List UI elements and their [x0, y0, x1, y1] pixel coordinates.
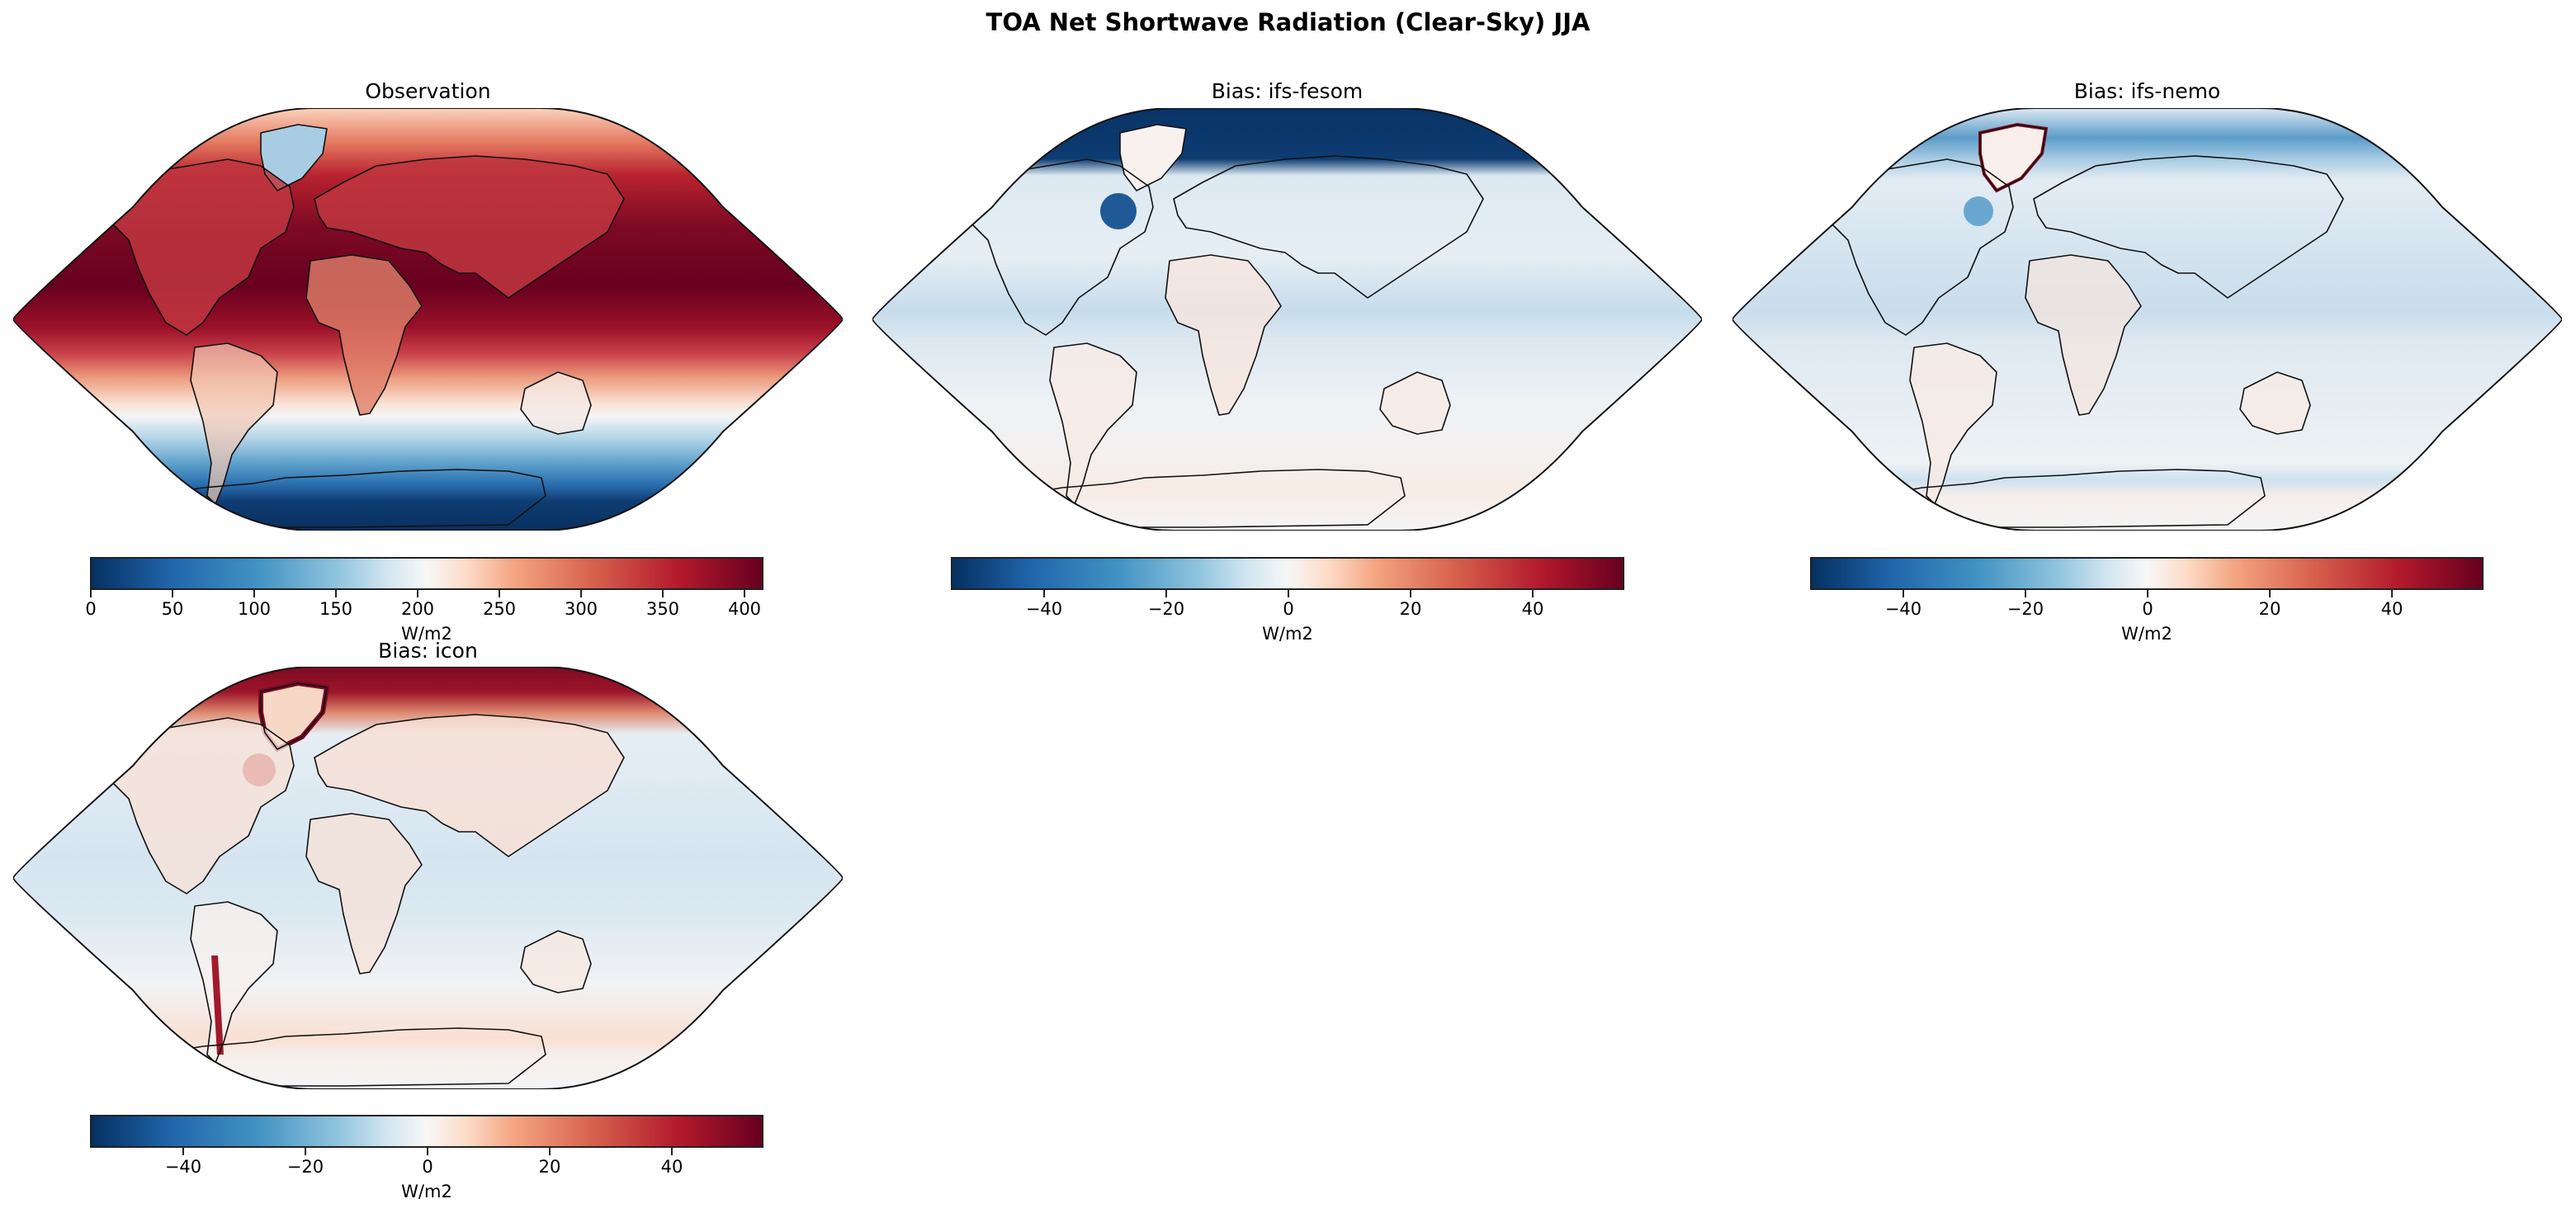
figure-suptitle: TOA Net Shortwave Radiation (Clear-Sky) …: [985, 8, 1591, 36]
panel-title-ifs-fesom: Bias: ifs-fesom: [1211, 79, 1364, 103]
tick-label: −20: [2006, 599, 2044, 619]
tick-label: 100: [237, 599, 272, 619]
panel-title-icon: Bias: icon: [378, 639, 478, 663]
colorbar-ifs-fesom: [951, 557, 1624, 590]
tick-label: −40: [1884, 599, 1922, 619]
tick-label: 50: [161, 599, 184, 619]
tick-label: −40: [1025, 599, 1063, 619]
tick-label: −20: [286, 1157, 324, 1177]
tick-label: 20: [2258, 599, 2281, 619]
map-bias-ifs-fesom: [872, 108, 1702, 531]
colorbar-label-ifs-nemo: W/m2: [2121, 624, 2172, 644]
tick-label: −20: [1147, 599, 1185, 619]
colorbar-observation: [90, 557, 763, 590]
tick-label: 400: [727, 599, 762, 619]
colorbar-label-ifs-fesom: W/m2: [1262, 624, 1313, 644]
panel-title-ifs-nemo: Bias: ifs-nemo: [2073, 79, 2221, 103]
tick-label: 250: [482, 599, 517, 619]
colorbar-ifs-nemo: [1810, 557, 2484, 590]
tick-label: 0: [85, 599, 97, 619]
tick-label: 0: [422, 1157, 433, 1177]
tick-label: 150: [319, 599, 353, 619]
map-bias-ifs-nemo: [1732, 108, 2562, 531]
tick-label: 300: [564, 599, 598, 619]
tick-label: 20: [538, 1157, 561, 1177]
colorbar-label-icon: W/m2: [401, 1182, 452, 1201]
panel-title-observation: Observation: [365, 79, 491, 103]
tick-label: 0: [1283, 599, 1294, 619]
map-observation: [13, 108, 843, 531]
colorbar-icon: [90, 1115, 763, 1148]
tick-label: 20: [1399, 599, 1422, 619]
tick-label: −40: [164, 1157, 202, 1177]
tick-label: 0: [2142, 599, 2153, 619]
colorbar-label-observation: W/m2: [401, 624, 452, 644]
tick-label: 200: [400, 599, 435, 619]
tick-label: 40: [1521, 599, 1544, 619]
map-bias-icon: [13, 667, 843, 1089]
tick-label: 40: [2380, 599, 2403, 619]
tick-label: 350: [645, 599, 680, 619]
tick-label: 40: [660, 1157, 683, 1177]
